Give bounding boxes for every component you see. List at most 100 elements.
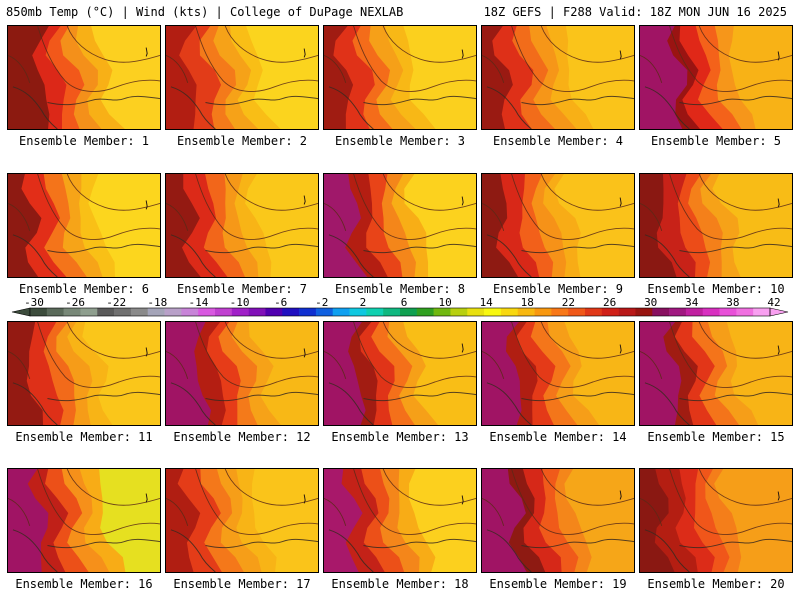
ensemble-member-label: Ensemble Member: 9 xyxy=(492,282,624,296)
lake-outline xyxy=(303,195,306,205)
colorbar-swatch xyxy=(349,308,367,316)
ensemble-member-label: Ensemble Member: 2 xyxy=(176,134,308,148)
colorbar-swatch xyxy=(719,308,737,316)
temperature-band xyxy=(324,174,368,277)
colorbar-swatch xyxy=(198,308,216,316)
colorbar-swatch xyxy=(97,308,115,316)
colorbar-swatch xyxy=(400,308,418,316)
colorbar-tick-label: 42 xyxy=(767,296,780,309)
coastline-line xyxy=(486,86,532,129)
colorbar-tick-label: 38 xyxy=(726,296,739,309)
colorbar-swatch xyxy=(618,308,636,316)
ensemble-member-map xyxy=(639,173,793,278)
lake-outline xyxy=(777,491,780,501)
height-contour xyxy=(353,26,476,92)
coastline-line xyxy=(521,538,634,549)
temperature-field xyxy=(482,26,634,129)
ensemble-member-map xyxy=(481,25,635,130)
coastline-line xyxy=(328,382,374,425)
colorbar-swatch xyxy=(282,308,300,316)
temperature-band xyxy=(8,26,50,129)
height-contour xyxy=(482,498,505,527)
colorbar-swatch xyxy=(416,308,434,316)
lake-outline xyxy=(619,490,622,500)
height-contour xyxy=(37,322,160,388)
height-contour xyxy=(511,174,634,240)
ensemble-member-label: Ensemble Member: 17 xyxy=(173,577,311,591)
colorbar-tick-label: 10 xyxy=(438,296,451,309)
colorbar-tick-label: -22 xyxy=(106,296,126,309)
temperature-band xyxy=(166,26,197,129)
height-contour xyxy=(540,26,634,63)
coastline-line xyxy=(12,529,58,572)
temperature-field xyxy=(482,174,634,277)
colorbar-swatch xyxy=(215,308,233,316)
temperature-field xyxy=(482,322,634,425)
ensemble-member-label: Ensemble Member: 20 xyxy=(647,577,785,591)
ensemble-member-label: Ensemble Member: 14 xyxy=(489,430,627,444)
colorbar-swatch xyxy=(181,308,199,316)
temperature-band xyxy=(482,174,519,277)
height-contour xyxy=(669,26,792,92)
ensemble-member-map xyxy=(323,173,477,278)
colorbar-tick-label: -6 xyxy=(274,296,287,309)
lake-outline xyxy=(145,47,148,57)
ensemble-member-map xyxy=(7,468,161,573)
ensemble-member-map xyxy=(639,321,793,426)
coastline-line xyxy=(486,382,532,425)
height-contour xyxy=(382,26,476,63)
lake-outline xyxy=(777,51,780,61)
lake-outline xyxy=(619,197,622,207)
height-contour xyxy=(166,203,189,232)
colorbar-swatch xyxy=(147,308,165,316)
height-contour xyxy=(382,469,476,506)
height-contour xyxy=(698,322,792,359)
ensemble-member-label: Ensemble Member: 5 xyxy=(650,134,782,148)
lake-outline xyxy=(777,345,780,355)
coastline-line xyxy=(205,95,318,106)
ensemble-member-label: Ensemble Member: 7 xyxy=(176,282,308,296)
coastline-line xyxy=(521,95,634,106)
coastline-line xyxy=(521,243,634,254)
height-contour xyxy=(224,174,318,211)
lake-outline xyxy=(619,50,622,60)
temperature-band xyxy=(166,322,212,425)
height-contour xyxy=(37,469,160,535)
height-contour xyxy=(8,351,31,380)
temperature-field xyxy=(8,174,160,277)
colorbar-swatch xyxy=(63,308,81,316)
coastline-line xyxy=(47,243,160,254)
temperature-band xyxy=(482,469,527,572)
height-contour xyxy=(640,55,663,84)
coastline-line xyxy=(47,391,160,402)
height-contour xyxy=(482,351,505,380)
ensemble-member-label: Ensemble Member: 12 xyxy=(173,430,311,444)
temperature-field xyxy=(482,469,634,572)
ensemble-member-label: Ensemble Member: 16 xyxy=(15,577,153,591)
coastline-line xyxy=(47,95,160,106)
colorbar-swatch xyxy=(652,308,670,316)
height-contour xyxy=(195,322,318,388)
temperature-field xyxy=(640,26,792,129)
colorbar-swatch xyxy=(383,308,401,316)
ensemble-member-map xyxy=(165,321,319,426)
coastline-line xyxy=(12,382,58,425)
temperature-band xyxy=(324,469,363,572)
colorbar-swatch xyxy=(669,308,687,316)
coastline-line xyxy=(644,382,690,425)
colorbar-swatch xyxy=(265,308,283,316)
lake-outline xyxy=(777,198,780,208)
ensemble-member-label: Ensemble Member: 10 xyxy=(647,282,785,296)
coastline-line xyxy=(644,529,690,572)
colorbar-swatch xyxy=(450,308,468,316)
colorbar-swatch xyxy=(534,308,552,316)
colorbar-tick-label: -10 xyxy=(230,296,250,309)
colorbar-swatch xyxy=(30,308,48,316)
colorbar-tick-label: 34 xyxy=(685,296,699,309)
height-contour xyxy=(37,26,160,92)
temperature-band xyxy=(166,469,201,572)
temperature-field xyxy=(166,26,318,129)
ensemble-member-map xyxy=(323,468,477,573)
temperature-field xyxy=(324,26,476,129)
ensemble-member-map xyxy=(7,173,161,278)
